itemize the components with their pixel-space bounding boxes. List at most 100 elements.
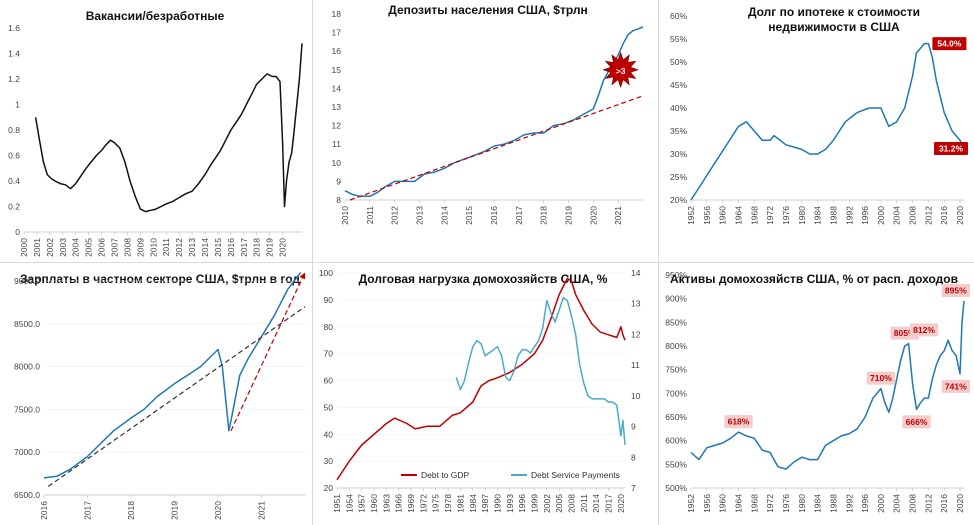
y-tick-label: 100 bbox=[319, 268, 333, 278]
x-tick-label: 2004 bbox=[71, 238, 81, 257]
y-tick-label: 800% bbox=[665, 341, 687, 351]
series-line bbox=[690, 42, 965, 201]
callout-label: 710% bbox=[870, 373, 892, 383]
panel-mortgage: Долг по ипотеке к стоимости недвижимости … bbox=[659, 0, 974, 262]
y-tick-label: 0.8 bbox=[8, 125, 20, 135]
y-tick-label: 35% bbox=[670, 126, 687, 136]
y-tick-label: 25% bbox=[670, 172, 687, 182]
x-tick-label: 2015 bbox=[213, 238, 223, 257]
x-tick-label: 2019 bbox=[564, 206, 574, 225]
y-tick-label: 8000.0 bbox=[14, 362, 40, 372]
callout-box bbox=[909, 323, 939, 337]
y-tick-label: 950% bbox=[665, 270, 687, 280]
y2-tick-label: 12 bbox=[631, 329, 641, 339]
x-tick-label: 1996 bbox=[860, 494, 870, 513]
callout-label: 31.2% bbox=[939, 143, 964, 153]
deposits-chart: Депозиты населения США, $трлн 8 9 10 11 12 13 1… bbox=[332, 3, 644, 225]
x-tick-label: 1956 bbox=[702, 206, 712, 225]
x-tick-label: 2012 bbox=[174, 238, 184, 257]
y2-tick-label: 8 bbox=[631, 452, 636, 462]
x-tick-label: 2016 bbox=[39, 501, 49, 520]
y-tick-label: 9 bbox=[336, 176, 341, 186]
x-tick-label: 2000 bbox=[876, 494, 886, 513]
y-tick-label: 80 bbox=[324, 322, 334, 332]
y-tick-label: 50 bbox=[324, 402, 334, 412]
x-tick-label: 2018 bbox=[539, 206, 549, 225]
series-line-debt-to-gdp bbox=[336, 277, 626, 481]
chart-title: Зарплаты в частном секторе США, $трлн в … bbox=[20, 272, 300, 286]
y2-tick-label: 7 bbox=[631, 483, 636, 493]
x-tick-label: 1980 bbox=[797, 494, 807, 513]
x-tick-label: 1978 bbox=[443, 494, 453, 513]
x-tick-label: 2008 bbox=[122, 238, 132, 257]
x-tick-label: 2011 bbox=[161, 238, 171, 257]
callout-label: 618% bbox=[728, 417, 750, 427]
x-tick-label: 1976 bbox=[781, 494, 791, 513]
x-tick-label: 1966 bbox=[394, 494, 404, 513]
chart-title: недвижимости в США bbox=[768, 20, 900, 34]
panel-debt-burden: Долговая нагрузка домохозяйств США, % 20 3… bbox=[313, 263, 658, 525]
legend-label: Debt to GDP bbox=[421, 470, 470, 480]
y-tick-label: 12 bbox=[332, 121, 342, 131]
x-tick-label: 2006 bbox=[97, 238, 107, 257]
callout-label: 54.0% bbox=[937, 39, 962, 49]
x-tick-label: 2001 bbox=[32, 238, 42, 257]
series-line bbox=[230, 272, 306, 432]
mortgage-chart: Долг по ипотеке к стоимостинедвижимости … bbox=[670, 5, 968, 225]
callout-label: 805% bbox=[894, 328, 916, 338]
x-tick-label: 1975 bbox=[431, 494, 441, 513]
x-tick-label: 2012 bbox=[923, 206, 933, 225]
x-tick-label: 2015 bbox=[464, 206, 474, 225]
x-tick-label: 1984 bbox=[813, 206, 823, 225]
y-tick-label: 900% bbox=[665, 294, 687, 304]
legend-label: Debt Service Payments bbox=[531, 470, 620, 480]
y-tick-label: 16 bbox=[332, 46, 342, 56]
chart-title: Долг по ипотеке к стоимости bbox=[748, 5, 920, 19]
x-tick-label: 1968 bbox=[749, 494, 759, 513]
y-tick-label: 90 bbox=[324, 295, 334, 305]
x-tick-label: 1999 bbox=[529, 494, 539, 513]
y-tick-label: 55% bbox=[670, 34, 687, 44]
x-tick-label: 1993 bbox=[505, 494, 515, 513]
callout-box bbox=[724, 415, 753, 429]
y-tick-label: 20% bbox=[670, 195, 687, 205]
x-tick-label: 2016 bbox=[489, 206, 499, 225]
vertical-divider-right bbox=[658, 0, 659, 525]
panel-vacancies: Вакансии/безработные 0 0.2 0.4 0.6 0.8 1 1.2 1.4… bbox=[0, 0, 312, 262]
callout-label: 812% bbox=[913, 325, 935, 335]
x-tick-label: 2019 bbox=[265, 238, 275, 257]
series-line bbox=[43, 271, 302, 479]
x-tick-label: 1952 bbox=[686, 494, 696, 513]
series-line bbox=[47, 306, 306, 487]
series-line bbox=[349, 95, 644, 201]
y-tick-label: 0 bbox=[15, 227, 20, 237]
x-tick-label: 2017 bbox=[514, 206, 524, 225]
x-tick-label: 1957 bbox=[357, 494, 367, 513]
x-tick-label: 2016 bbox=[226, 238, 236, 257]
x-tick-label: 2008 bbox=[908, 494, 918, 513]
x-tick-label: 2014 bbox=[200, 238, 210, 257]
x-tick-label: 1992 bbox=[844, 206, 854, 225]
x-tick-label: 2012 bbox=[390, 206, 400, 225]
x-tick-label: 2020 bbox=[616, 494, 626, 513]
x-tick-label: 2017 bbox=[604, 494, 614, 513]
series-line-debt-service-payments bbox=[455, 296, 626, 446]
x-tick-label: 1987 bbox=[480, 494, 490, 513]
y-tick-label: 30% bbox=[670, 149, 687, 159]
y-tick-label: 700% bbox=[665, 388, 687, 398]
y-tick-label: 60% bbox=[670, 11, 687, 21]
y-tick-label: 15 bbox=[332, 65, 342, 75]
x-tick-label: 2019 bbox=[170, 501, 180, 520]
x-tick-label: 1952 bbox=[686, 206, 696, 225]
vacancies-chart: Вакансии/безработные 0 0.2 0.4 0.6 0.8 1 1.2 1.4… bbox=[8, 9, 303, 257]
x-tick-label: 1980 bbox=[797, 206, 807, 225]
y2-tick-label: 14 bbox=[631, 268, 641, 278]
y2-tick-label: 11 bbox=[631, 360, 640, 370]
x-tick-label: 2013 bbox=[187, 238, 197, 257]
x-tick-label: 2020 bbox=[588, 206, 598, 225]
x-tick-label: 1954 bbox=[344, 494, 354, 513]
y-tick-label: 0.4 bbox=[8, 176, 20, 186]
x-tick-label: 2002 bbox=[542, 494, 552, 513]
y-tick-label: 18 bbox=[332, 9, 342, 19]
